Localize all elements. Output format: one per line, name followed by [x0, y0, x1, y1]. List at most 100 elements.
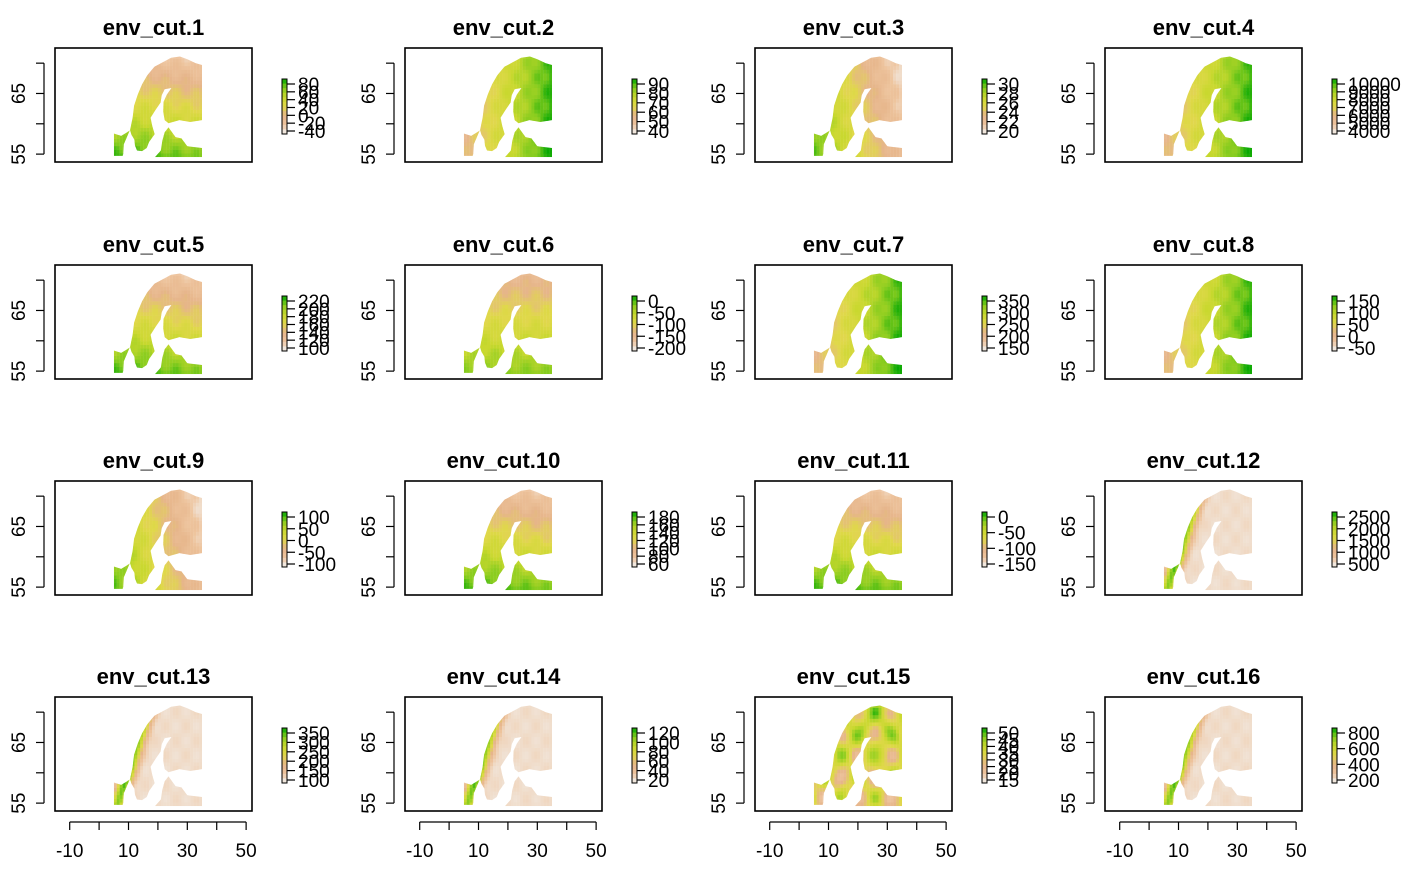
legend-label: 30: [998, 75, 1019, 96]
y-tick-label: 65: [1059, 732, 1080, 753]
legend-label: 22: [998, 113, 1019, 134]
y-tick-label: 65: [359, 300, 380, 321]
legend-label: 120: [648, 532, 680, 553]
legend-label: 2500: [1348, 508, 1390, 529]
y-tick-label: 65: [9, 83, 30, 104]
legend-label: 40: [648, 762, 669, 783]
y-tick-label: 65: [1059, 300, 1080, 321]
legend-label: 0: [1348, 327, 1359, 348]
panel-11: env_cut.11 55 65 0-50-100-150: [709, 448, 1036, 598]
legend-label: 0: [298, 532, 309, 553]
y-tick-label: 55: [709, 144, 730, 165]
legend-label: 200: [1348, 771, 1380, 792]
x-tick-label: 30: [1227, 841, 1248, 862]
plot-frame: [1104, 47, 1303, 163]
raster-map: [1163, 56, 1253, 158]
legend-label: 20: [998, 764, 1019, 785]
legend-label: 90: [648, 75, 669, 96]
legend-colorbar: 0-50-100-150-200: [631, 292, 686, 360]
raster-map: [463, 489, 553, 591]
plot-frame: [754, 47, 953, 163]
legend-label: 50: [648, 113, 669, 134]
y-tick-label: 65: [709, 516, 730, 537]
legend-label: 140: [298, 323, 330, 344]
legend-label: 800: [1348, 724, 1380, 745]
y-tick-label: 55: [359, 144, 380, 165]
x-tick-label: 50: [586, 841, 607, 862]
y-tick-label: 55: [1059, 577, 1080, 598]
legend-label: 600: [1348, 740, 1380, 761]
raster-map: [463, 273, 553, 375]
plot-frame: [754, 264, 953, 380]
legend-label: 350: [998, 292, 1030, 313]
x-tick-label: -10: [756, 841, 783, 862]
plot-frame: [754, 480, 953, 596]
legend-label: 350: [298, 724, 330, 745]
y-tick-label: 55: [9, 577, 30, 598]
legend-label: -20: [298, 114, 325, 135]
raster-map: [813, 56, 903, 158]
legend-label: 4000: [1348, 122, 1390, 143]
panel-6: env_cut.6 55 65 0-50-100-150-200: [359, 232, 686, 382]
plot-frame: [54, 47, 253, 163]
legend-label: -40: [298, 122, 325, 143]
legend-label: 1500: [1348, 532, 1390, 553]
x-tick-label: 50: [1286, 841, 1307, 862]
legend-label: 60: [648, 103, 669, 124]
plot-frame: [754, 696, 953, 812]
legend-label: 200: [298, 752, 330, 773]
x-tick-label: 50: [236, 841, 257, 862]
y-tick-label: 65: [359, 516, 380, 537]
y-tick-label: 55: [1059, 361, 1080, 382]
legend-label: 100: [648, 733, 680, 754]
panel-title: env_cut.9: [103, 448, 205, 473]
panel-title: env_cut.14: [447, 664, 561, 689]
panel-4: env_cut.4 55 65 100009000800070006000500040…: [1059, 15, 1401, 165]
y-tick-label: 55: [9, 793, 30, 814]
legend-label: 100: [298, 771, 330, 792]
y-tick-label: 55: [9, 144, 30, 165]
raster-map: [813, 489, 903, 591]
raster-map: [1163, 489, 1253, 591]
raster-map: [113, 705, 203, 807]
panel-title: env_cut.15: [797, 664, 911, 689]
legend-label: 9000: [1348, 83, 1390, 104]
legend-label: 180: [298, 308, 330, 329]
legend-label: 160: [648, 516, 680, 537]
y-tick-label: 65: [9, 516, 30, 537]
legend-label: 180: [648, 508, 680, 529]
legend-label: 300: [998, 304, 1030, 325]
y-tick-label: 65: [709, 732, 730, 753]
plot-frame: [54, 480, 253, 596]
legend-label: 0: [648, 292, 659, 313]
legend-label: 20: [648, 771, 669, 792]
plot-frame: [54, 696, 253, 812]
y-tick-label: 65: [709, 300, 730, 321]
legend-label: -200: [648, 339, 686, 360]
legend-label: 60: [648, 752, 669, 773]
legend-label: 500: [1348, 555, 1380, 576]
legend-label: 60: [648, 555, 669, 576]
legend-label: -50: [1348, 339, 1375, 360]
x-tick-label: 30: [527, 841, 548, 862]
x-tick-label: 10: [468, 841, 489, 862]
legend-label: -50: [998, 524, 1025, 545]
x-tick-label: 10: [118, 841, 139, 862]
legend-label: 100: [298, 339, 330, 360]
panel-13: env_cut.13 55 65 -10 10 30 50 35030025020015010…: [9, 664, 330, 862]
legend-label: 35: [998, 744, 1019, 765]
plot-frame: [1104, 480, 1303, 596]
x-tick-label: -10: [1106, 841, 1133, 862]
legend-label: 50: [298, 520, 319, 541]
